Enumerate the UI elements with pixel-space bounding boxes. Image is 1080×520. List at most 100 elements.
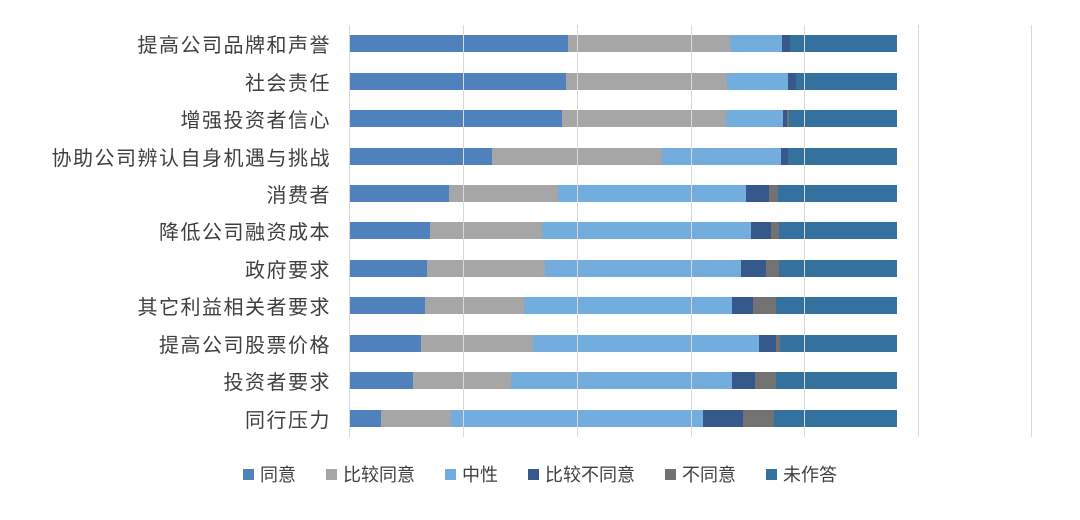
- bar-segment: [380, 409, 451, 427]
- category-label: 提高公司股票价格: [159, 334, 331, 357]
- bar-segment: [778, 185, 898, 203]
- bar-segment: [349, 110, 562, 128]
- bar-segment: [731, 372, 755, 390]
- legend-label: 比较不同意: [545, 465, 635, 485]
- category-label: 同行压力: [245, 409, 331, 432]
- bar-segment: [727, 72, 788, 90]
- bar-segment: [773, 409, 898, 427]
- bar-row: [349, 362, 1032, 399]
- stacked-bar: [349, 409, 898, 427]
- bar-segment: [754, 372, 776, 390]
- bar-segment: [349, 259, 428, 277]
- legend-label: 不同意: [682, 465, 736, 485]
- legend-item: 比较同意: [326, 461, 415, 487]
- bar-row: [349, 212, 1032, 249]
- bar-segment: [349, 72, 566, 90]
- stacked-bar: [349, 372, 898, 390]
- bar-segment: [430, 222, 543, 240]
- category-label: 政府要求: [245, 259, 331, 282]
- category-label: 投资者要求: [223, 372, 331, 395]
- legend-swatch: [528, 468, 539, 480]
- legend-item: 中性: [445, 461, 498, 487]
- bar-segment: [787, 110, 790, 128]
- bar-segment: [795, 72, 898, 90]
- legend-swatch: [445, 468, 456, 480]
- bar-segment: [420, 334, 533, 352]
- bar-row: [349, 100, 1032, 137]
- bar-segment: [750, 222, 772, 240]
- bar-segment: [557, 185, 747, 203]
- stacked-bar: [349, 334, 898, 352]
- bar-segment: [779, 222, 898, 240]
- bar-segment: [766, 259, 780, 277]
- gridline: [804, 25, 806, 437]
- category-label: 其它利益相关者要求: [137, 297, 331, 320]
- legend-label: 中性: [462, 465, 498, 485]
- bar-segment: [783, 110, 788, 128]
- bar-rows: [349, 25, 1032, 437]
- category-label: 协助公司辨认自身机遇与挑战: [51, 147, 331, 170]
- bar-segment: [427, 259, 546, 277]
- bar-row: [349, 137, 1032, 174]
- bar-segment: [780, 147, 789, 165]
- bar-segment: [532, 334, 759, 352]
- category-label: 降低公司融资成本: [159, 222, 331, 245]
- value-axis-line: [349, 25, 350, 437]
- bar-segment: [779, 334, 898, 352]
- gridline: [1031, 25, 1032, 437]
- legend-label: 比较同意: [343, 465, 415, 485]
- bar-segment: [349, 35, 569, 53]
- bar-segment: [545, 259, 742, 277]
- bar-segment: [413, 372, 511, 390]
- category-label: 增强投资者信心: [180, 110, 331, 133]
- bar-segment: [524, 297, 732, 315]
- bar-segment: [491, 147, 662, 165]
- category-label: 消费者: [266, 185, 331, 208]
- bar-segment: [771, 222, 780, 240]
- category-label: 社会责任: [245, 72, 331, 95]
- bar-segment: [565, 72, 728, 90]
- bar-segment: [775, 334, 780, 352]
- bar-segment: [349, 297, 426, 315]
- stacked-bar: [349, 110, 898, 128]
- bar-segment: [568, 35, 731, 53]
- plot-area: [349, 25, 1032, 437]
- gridline: [462, 25, 464, 437]
- stacked-bar: [349, 185, 898, 203]
- bar-segment: [661, 147, 781, 165]
- legend-label: 未作答: [783, 465, 837, 485]
- legend-item: 比较不同意: [528, 461, 635, 487]
- bar-segment: [743, 409, 774, 427]
- bar-segment: [349, 222, 431, 240]
- bar-segment: [561, 110, 727, 128]
- legend-item: 不同意: [665, 461, 736, 487]
- gridline: [918, 25, 920, 437]
- legend-item: 未作答: [766, 461, 837, 487]
- bar-segment: [782, 35, 791, 53]
- bar-segment: [731, 297, 754, 315]
- bar-row: [349, 175, 1032, 212]
- bar-segment: [702, 409, 744, 427]
- bar-segment: [758, 334, 776, 352]
- bar-row: [349, 25, 1032, 62]
- bar-segment: [510, 372, 732, 390]
- legend-item: 同意: [243, 461, 296, 487]
- bar-segment: [726, 110, 784, 128]
- bar-segment: [349, 334, 421, 352]
- legend-swatch: [665, 468, 676, 480]
- bar-segment: [775, 372, 898, 390]
- bar-row: [349, 62, 1032, 99]
- stacked-bar: [349, 147, 898, 165]
- stacked-bar: [349, 259, 898, 277]
- bar-segment: [448, 185, 558, 203]
- bar-row: [349, 250, 1032, 287]
- category-axis-labels: 提高公司品牌和声誉社会责任增强投资者信心协助公司辨认自身机遇与挑战消费者降低公司…: [0, 25, 331, 437]
- legend-swatch: [766, 468, 777, 480]
- category-label: 提高公司品牌和声誉: [137, 35, 331, 58]
- bar-segment: [425, 297, 525, 315]
- bar-segment: [787, 72, 796, 90]
- bar-segment: [349, 372, 414, 390]
- bar-row: [349, 287, 1032, 324]
- stacked-bar: [349, 72, 898, 90]
